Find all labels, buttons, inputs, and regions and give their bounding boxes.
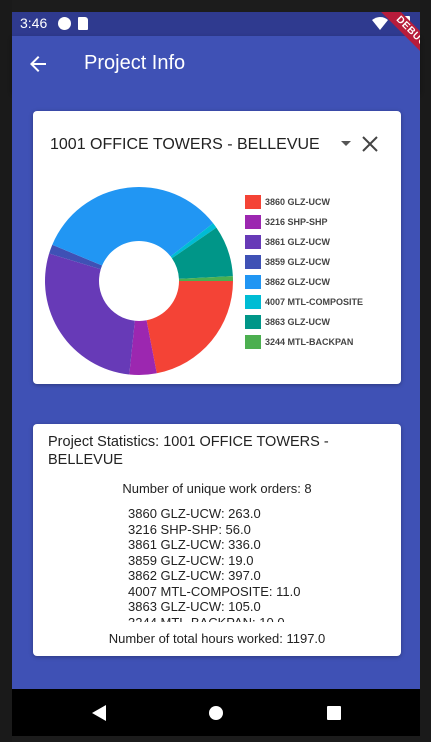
work-order-line: 3216 SHP-SHP: 56.0 [128, 521, 251, 537]
statistics-title: Project Statistics: 1001 OFFICE TOWERS -… [48, 434, 329, 468]
legend-label: 3859 GLZ-UCW [265, 257, 331, 267]
pie-slice [178, 276, 233, 281]
work-order-line: 3861 GLZ-UCW: 336.0 [128, 537, 261, 552]
legend-swatch [245, 215, 261, 229]
project-statistics-card: Project Statistics: 1001 OFFICE TOWERS -… [33, 424, 401, 656]
battery-icon [402, 16, 410, 30]
pie-slice [129, 320, 157, 375]
work-order-line: 3862 GLZ-UCW: 397.0 [128, 568, 261, 583]
system-nav-bar [12, 689, 420, 736]
status-bar: 3:46 [12, 12, 420, 36]
work-order-line: 3244 MTL-BACKPAN: 10.0 [128, 614, 285, 623]
device-frame-left [0, 0, 12, 742]
pie-slice [52, 187, 214, 266]
unique-work-orders: Number of unique work orders: 8 [122, 481, 312, 496]
close-icon[interactable] [361, 135, 379, 153]
nav-home-icon[interactable] [209, 706, 223, 720]
legend-swatch [245, 335, 261, 349]
legend-label: 3862 GLZ-UCW [265, 277, 331, 287]
wifi-icon [372, 17, 388, 30]
app-bar: Project Info [12, 36, 420, 92]
work-order-line: 3859 GLZ-UCW: 19.0 [128, 552, 254, 568]
legend-label: 3861 GLZ-UCW [265, 237, 331, 247]
pie-slice [146, 281, 233, 374]
legend-swatch [245, 275, 261, 289]
work-order-list[interactable]: 3860 GLZ-UCW: 263.0 3216 SHP-SHP: 56.0 386… [128, 506, 388, 622]
work-order-line: 4007 MTL-COMPOSITE: 11.0 [128, 583, 301, 599]
legend-label: 3216 SHP-SHP [265, 217, 328, 227]
legend-label: 4007 MTL-COMPOSITE [265, 297, 364, 307]
pie-slice [45, 253, 135, 375]
legend-swatch [245, 235, 261, 249]
status-time: 3:46 [20, 15, 48, 31]
legend-swatch [245, 195, 261, 209]
device-frame-right [420, 0, 431, 742]
nav-back-icon[interactable] [92, 705, 106, 721]
page-title: Project Info [84, 52, 186, 74]
legend-swatch [245, 255, 261, 269]
donut-chart [45, 187, 233, 375]
sd-card-icon [78, 17, 88, 30]
legend-swatch [245, 295, 261, 309]
main-content: 1001 OFFICE TOWERS - BELLEVUE 3860 GLZ-U… [12, 92, 420, 689]
legend-label: 3860 GLZ-UCW [265, 197, 331, 207]
legend-label: 3244 MTL-BACKPAN [265, 337, 354, 347]
legend-swatch [245, 315, 261, 329]
legend-label: 3863 GLZ-UCW [265, 317, 331, 327]
notification-icon [58, 17, 71, 30]
work-order-line: 3863 GLZ-UCW: 105.0 [128, 599, 261, 614]
caret-down-icon[interactable] [341, 141, 351, 146]
nav-recents-icon[interactable] [327, 706, 341, 720]
project-dropdown[interactable]: 1001 OFFICE TOWERS - BELLEVUE [50, 136, 320, 153]
project-chart-card: 1001 OFFICE TOWERS - BELLEVUE 3860 GLZ-U… [33, 111, 401, 384]
total-hours: Number of total hours worked: 1197.0 [108, 631, 326, 646]
arrow-left-icon[interactable] [26, 52, 50, 76]
pie-slice [49, 244, 103, 270]
pie-slice [171, 227, 233, 279]
pie-slice [170, 223, 217, 259]
work-order-line: 3860 GLZ-UCW: 263.0 [128, 506, 261, 521]
